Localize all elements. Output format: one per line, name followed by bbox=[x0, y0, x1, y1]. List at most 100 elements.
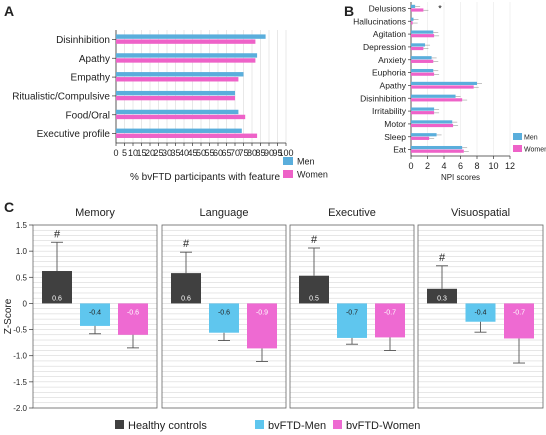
bar-motor-men bbox=[411, 120, 453, 124]
y-tick-label: -0.5 bbox=[13, 326, 27, 335]
bar-agitation-men bbox=[411, 30, 434, 34]
panel-a-chart: 0 5 10152025303540455055606570758085909510… bbox=[12, 30, 328, 183]
bar-ritualistic-compulsive-men bbox=[116, 90, 235, 96]
x-tick-label: 100 bbox=[278, 148, 293, 158]
significance-marker: # bbox=[439, 252, 446, 264]
legend-label: Men bbox=[297, 157, 315, 167]
group-title-language: Language bbox=[200, 207, 249, 219]
x-tick-label: 70 bbox=[230, 148, 240, 158]
bar-hallucinations-men bbox=[411, 17, 414, 21]
bar-anxiety-women bbox=[411, 59, 434, 63]
category-label: Euphoria bbox=[372, 68, 406, 78]
panel-label-b: B bbox=[344, 3, 354, 19]
bar-euphoria-men bbox=[411, 68, 434, 73]
legend-label: bvFTD-Women bbox=[346, 420, 420, 432]
bar-delusions-men bbox=[411, 4, 416, 9]
panel-c-chart: Memory 0.6 # -0.4 -0.6 Language 0.6 # -0.6 -0.9 Ex… bbox=[3, 207, 544, 432]
legend-swatch bbox=[513, 133, 522, 140]
bar-eat-women bbox=[411, 149, 464, 153]
x-tick-label: 35 bbox=[170, 148, 180, 158]
legend-swatch bbox=[283, 170, 293, 178]
category-label: Anxiety bbox=[378, 55, 407, 65]
bar-value-label: -0.9 bbox=[256, 309, 268, 316]
category-label: Executive profile bbox=[37, 129, 111, 140]
bar-language-bvftd-women bbox=[247, 303, 277, 349]
bar-depression-women bbox=[411, 46, 424, 51]
bar-value-label: -0.4 bbox=[89, 309, 101, 316]
y-tick-label: 0 bbox=[23, 299, 28, 308]
bar-disinhibition-women bbox=[116, 39, 256, 44]
x-tick-label: 10 bbox=[488, 161, 498, 171]
category-label: Sleep bbox=[384, 132, 406, 142]
x-tick-label: 10 bbox=[128, 148, 138, 158]
bar-visuospatial-bvftd-women bbox=[504, 303, 534, 339]
legend-swatch bbox=[115, 420, 124, 429]
significance-marker: # bbox=[311, 234, 318, 246]
group-title-memory: Memory bbox=[75, 207, 115, 219]
x-tick-label: 95 bbox=[272, 148, 282, 158]
category-label: Apathy bbox=[79, 54, 110, 65]
x-tick-label: 30 bbox=[162, 148, 172, 158]
bar-memory-bvftd-men bbox=[80, 303, 110, 326]
category-label: Depression bbox=[363, 42, 406, 52]
bar-delusions-women bbox=[411, 8, 424, 12]
category-label: Apathy bbox=[380, 80, 407, 90]
bar-executive-healthy-controls bbox=[299, 275, 329, 304]
bar-empathy-women bbox=[116, 77, 239, 82]
subpanel-frame bbox=[289, 224, 415, 409]
x-tick-label: 25 bbox=[153, 148, 163, 158]
bar-value-label: 0.6 bbox=[181, 295, 191, 302]
category-label: Hallucinations bbox=[353, 16, 406, 26]
bar-executive-bvftd-men bbox=[337, 303, 367, 338]
subpanel-frame bbox=[417, 224, 544, 409]
x-tick-label: 20 bbox=[145, 148, 155, 158]
bar-value-label: -0.4 bbox=[474, 309, 486, 316]
x-tick-label: 40 bbox=[179, 148, 189, 158]
y-tick-label: 1.5 bbox=[16, 221, 28, 230]
bar-motor-women bbox=[411, 123, 454, 128]
bar-irritability-women bbox=[411, 111, 435, 115]
bar-language-healthy-controls bbox=[171, 273, 201, 304]
bar-depression-men bbox=[411, 43, 426, 47]
panel-b-chart: 0 2 4 6 8 10 12 Delusions Hallucinations Agitatio… bbox=[353, 2, 546, 182]
x-tick-label: 80 bbox=[247, 148, 257, 158]
legend-label: Healthy controls bbox=[128, 420, 207, 432]
y-tick-label: 1.0 bbox=[16, 247, 28, 256]
category-label: Ritualistic/Compulsive bbox=[12, 91, 110, 102]
bar-food-oral-men bbox=[116, 109, 239, 115]
x-tick-label: 65 bbox=[221, 148, 231, 158]
x-tick-label: 85 bbox=[255, 148, 265, 158]
bar-anxiety-men bbox=[411, 56, 432, 60]
bar-sleep-women bbox=[411, 136, 430, 140]
x-tick-label: 2 bbox=[425, 161, 430, 171]
category-label: Eat bbox=[393, 145, 406, 155]
panel-label-a: A bbox=[4, 3, 14, 19]
subpanel-frame bbox=[161, 224, 287, 409]
legend-swatch bbox=[283, 157, 293, 165]
x-tick-label: 60 bbox=[213, 148, 223, 158]
legend-swatch bbox=[255, 420, 264, 429]
x-tick-label: 0 bbox=[408, 161, 413, 171]
category-label: Motor bbox=[384, 119, 406, 129]
category-label: Irritability bbox=[372, 106, 407, 116]
bar-agitation-women bbox=[411, 34, 435, 38]
y-axis-title: Z-Score bbox=[3, 298, 14, 334]
category-label: Empathy bbox=[71, 73, 110, 84]
x-tick-label: 75 bbox=[238, 148, 248, 158]
category-label: Food/Oral bbox=[66, 110, 110, 121]
bar-visuospatial-bvftd-men bbox=[465, 303, 496, 322]
x-tick-label: 15 bbox=[136, 148, 146, 158]
bar-eat-men bbox=[411, 145, 463, 150]
category-label: Agitation bbox=[373, 29, 406, 39]
bar-value-label: 0.6 bbox=[52, 295, 62, 302]
bar-empathy-men bbox=[116, 72, 244, 77]
bar-disinhibition-women bbox=[411, 98, 463, 102]
y-tick-label: 0.5 bbox=[16, 273, 28, 282]
legend-label: bvFTD-Men bbox=[268, 420, 326, 432]
x-tick-label: 45 bbox=[187, 148, 197, 158]
x-tick-label: 12 bbox=[505, 161, 515, 171]
bar-language-bvftd-men bbox=[209, 303, 239, 333]
y-tick-label: -1.5 bbox=[13, 378, 27, 387]
legend-swatch bbox=[333, 420, 342, 429]
